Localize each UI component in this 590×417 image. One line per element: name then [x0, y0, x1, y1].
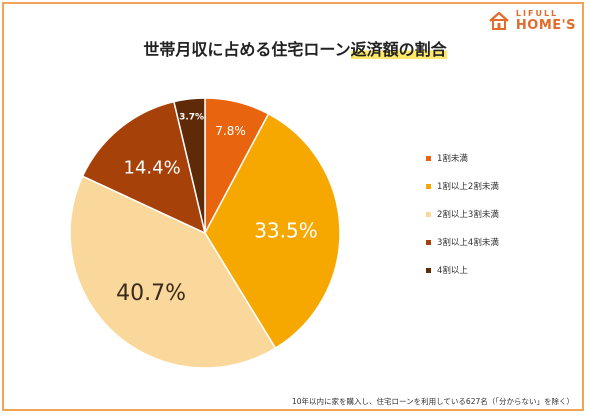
legend-item-2: 1割以上2割未満: [426, 180, 499, 192]
legend-item-1: 1割未満: [426, 152, 499, 164]
brand-line2: HOME'S: [515, 18, 576, 33]
legend-item-5: 4割以上: [426, 264, 499, 276]
legend-swatch: [426, 183, 431, 189]
pie-slice-4: [81, 100, 207, 235]
pie-label-1: 7.8%: [215, 124, 246, 138]
house-logo-icon: [489, 11, 509, 30]
legend-swatch: [426, 155, 431, 161]
legend-label: 1割以上2割未満: [437, 182, 499, 192]
pie-label-2: 33.5%: [254, 219, 318, 243]
pie-slice-2: [204, 112, 341, 350]
brand-line1: LIFULL: [515, 9, 559, 18]
legend-swatch: [426, 239, 431, 245]
chart-title: 世帯月収に占める住宅ローン返済額の割合: [0, 36, 590, 60]
title-main: 世帯月収に占める住宅ローン: [143, 40, 351, 59]
brand-logo: LIFULL HOME'S: [488, 10, 576, 32]
pie-label-4: 14.4%: [124, 158, 181, 179]
pie-slice-3: [69, 175, 277, 369]
pie-label-5: 3.7%: [179, 113, 204, 123]
legend-swatch: [426, 211, 431, 217]
footnote: 10年以内に家を購入し、住宅ローンを利用している627名（「分からない」を除く）: [291, 397, 574, 406]
pie-label-3: 40.7%: [116, 281, 186, 306]
legend-label: 1割未満: [437, 154, 468, 164]
pie-slice-5: [173, 97, 206, 234]
legend-label: 2割以上3割未満: [437, 210, 499, 220]
legend-swatch: [426, 267, 431, 273]
legend-label: 3割以上4割未満: [437, 238, 499, 248]
chart-legend: 1割未満 1割以上2割未満 2割以上3割未満 3割以上4割未満 4割以上: [426, 152, 499, 276]
legend-item-4: 3割以上4割未満: [426, 236, 499, 248]
legend-label: 4割以上: [437, 266, 468, 276]
legend-item-3: 2割以上3割未満: [426, 208, 499, 220]
title-highlight: 返済額の割合: [350, 40, 447, 59]
